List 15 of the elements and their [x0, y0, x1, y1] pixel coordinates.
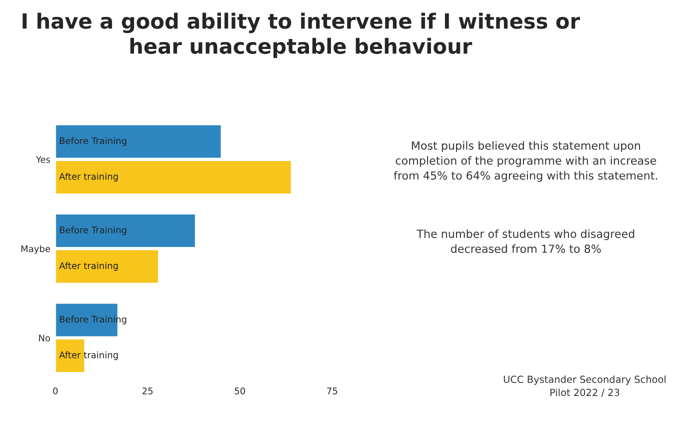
x-tick-label: 0 — [53, 388, 58, 394]
x-tick-label: 25 — [142, 388, 153, 394]
chart-title: I have a good ability to intervene if I witness or hear unacceptable behaviour — [22, 12, 580, 58]
x-tick-label: 75 — [327, 388, 338, 394]
text: After training — [59, 172, 118, 182]
x-tick-label: 50 — [234, 388, 246, 394]
text: The number of students who disagreed decreased from 17% to 8% — [416, 229, 634, 253]
text: UCC Bystander Secondary School Pilot 2022 / 23 — [504, 375, 666, 397]
text: After training — [59, 262, 118, 271]
y-tick-label: Yes — [36, 156, 50, 163]
series-label: Before Training — [60, 137, 126, 146]
y-tick-label: Maybe — [21, 245, 50, 254]
y-tick-label: No — [39, 334, 50, 342]
text: Most pupils believed this statement upon completion of the programme with an increase from 45% to 64% agreeing with this statement. — [394, 141, 658, 182]
text: Before Training — [60, 226, 126, 236]
